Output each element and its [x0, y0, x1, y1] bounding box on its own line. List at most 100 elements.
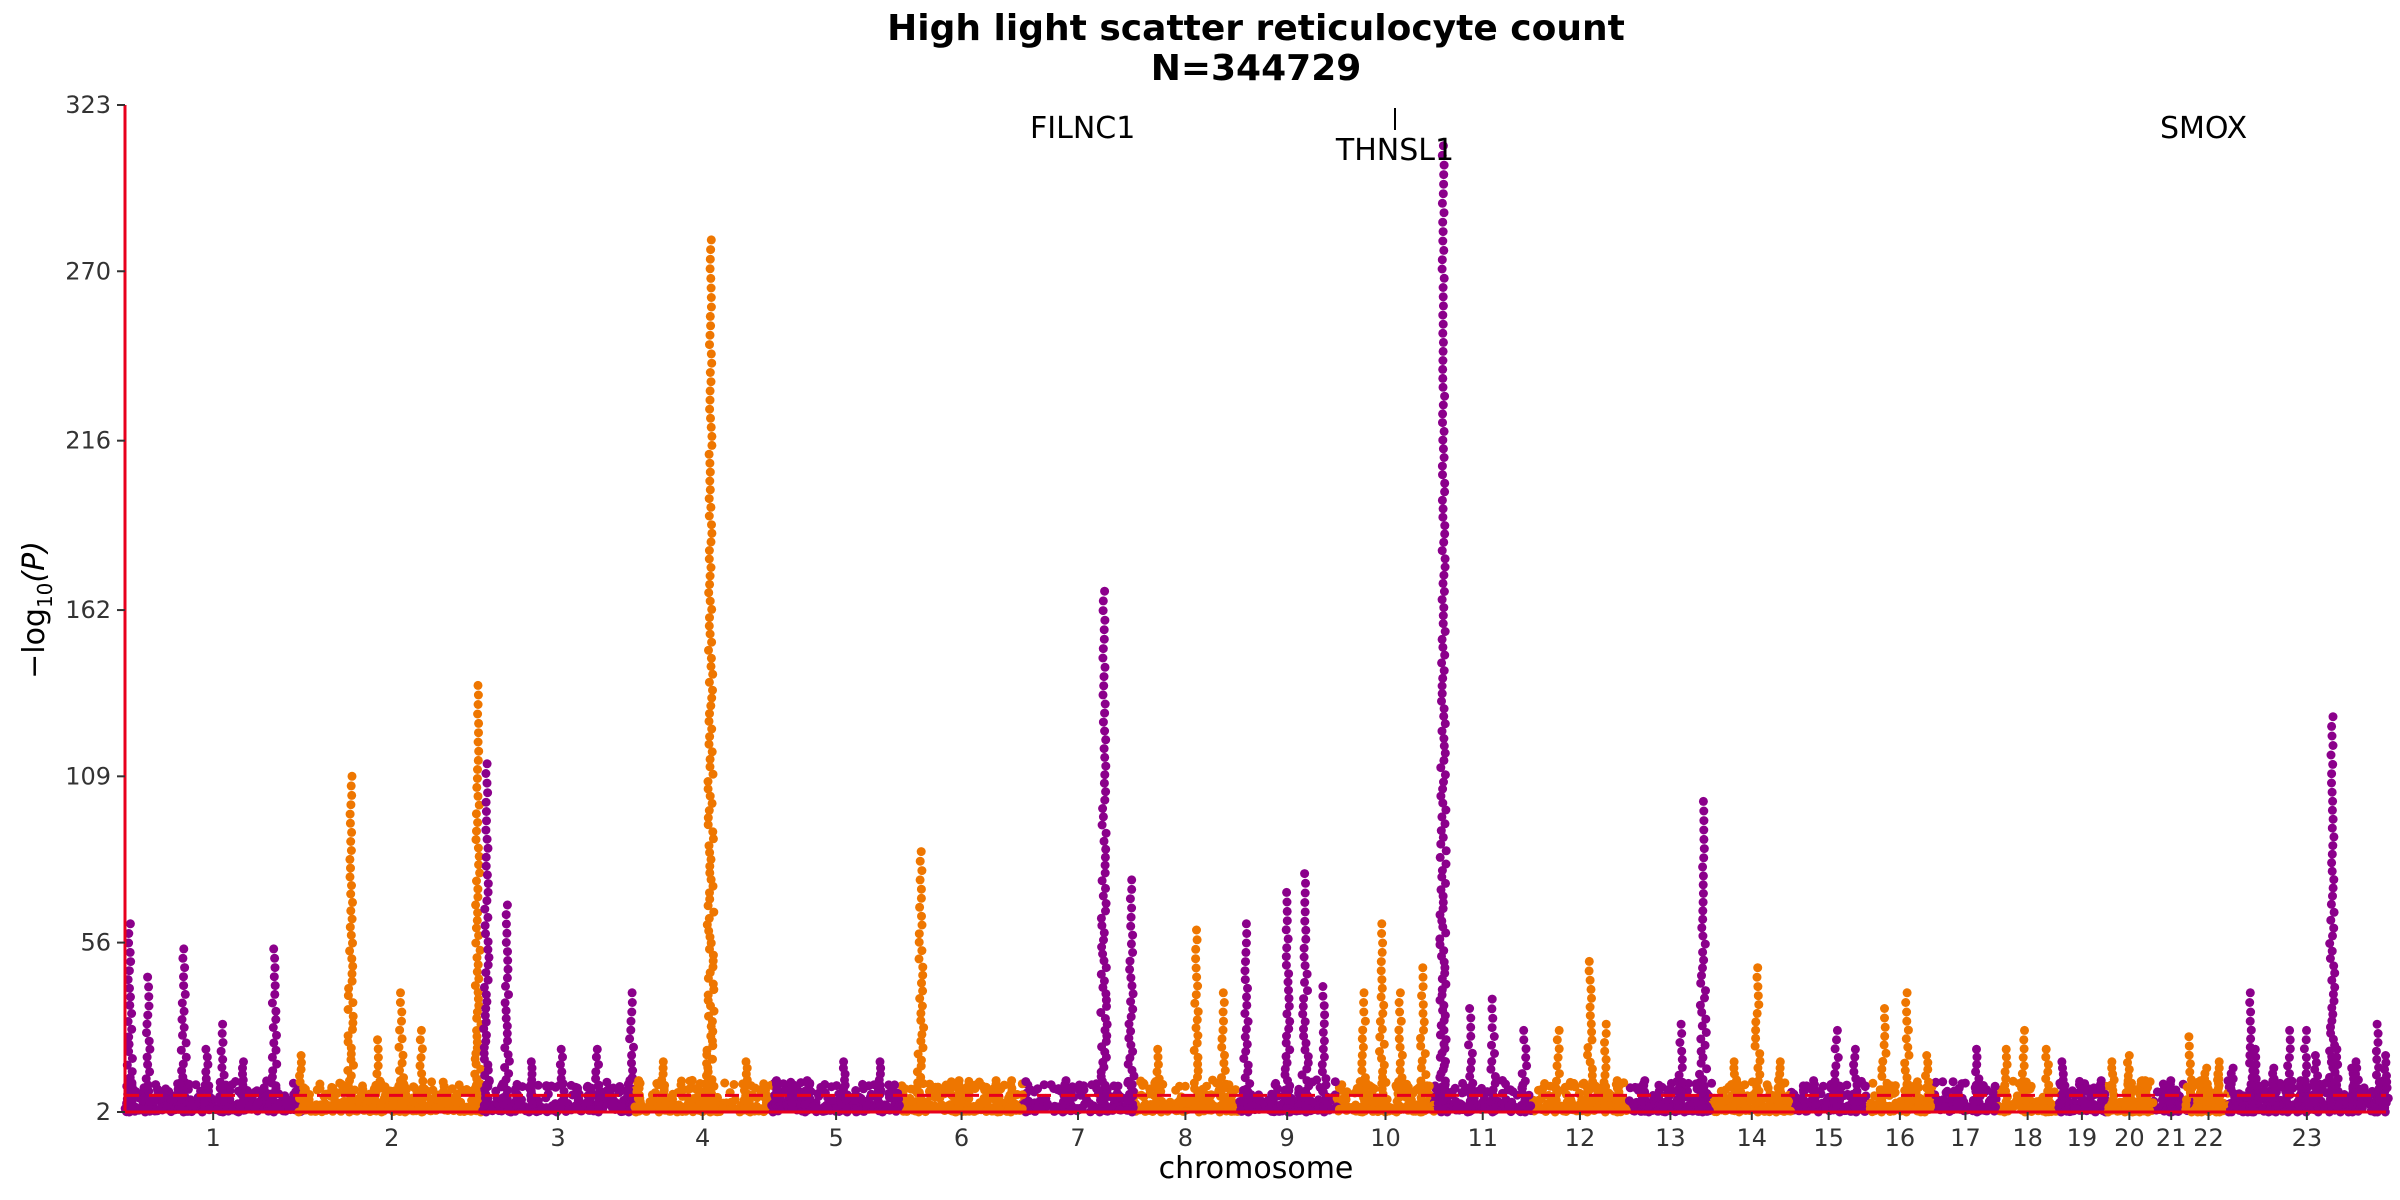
data-point [1360, 1016, 1370, 1026]
data-point [626, 1025, 636, 1035]
data-point [720, 1078, 730, 1088]
data-point [125, 983, 134, 993]
data-point [482, 997, 492, 1007]
data-point [409, 1083, 419, 1093]
data-point [1098, 644, 1108, 654]
data-point [217, 1029, 227, 1038]
data-point [1439, 537, 1449, 547]
data-point [703, 813, 713, 823]
data-point [1101, 906, 1110, 916]
data-point [1435, 852, 1445, 862]
data-point [348, 1018, 358, 1028]
data-point [480, 921, 490, 931]
data-point [628, 1066, 638, 1075]
data-point [397, 1016, 406, 1026]
data-point [482, 870, 492, 880]
data-point [482, 816, 491, 826]
data-point [1438, 337, 1448, 347]
data-point [708, 685, 717, 695]
data-point [1126, 973, 1136, 983]
data-point [473, 765, 482, 774]
data-point [1191, 944, 1201, 954]
data-point [373, 1061, 383, 1071]
data-point [573, 1096, 583, 1106]
data-point [1568, 1102, 1578, 1112]
data-point [705, 868, 715, 878]
data-point [704, 739, 714, 749]
data-point [1359, 998, 1369, 1007]
data-point [481, 1017, 491, 1027]
data-point [706, 293, 716, 302]
data-point [1695, 1069, 1704, 1079]
data-point [1624, 1096, 1634, 1106]
data-point [1127, 903, 1137, 913]
data-point [626, 1016, 636, 1026]
data-point [594, 1060, 603, 1070]
data-point [707, 358, 717, 368]
data-point [918, 962, 928, 972]
data-point [705, 476, 715, 486]
data-point [347, 969, 357, 979]
data-point [431, 1090, 441, 1100]
data-point [1960, 1078, 1970, 1088]
data-point [1096, 969, 1106, 979]
data-point [1154, 1074, 1164, 1084]
data-point [1468, 1078, 1478, 1088]
data-point [1440, 529, 1450, 539]
data-point [1640, 1076, 1650, 1086]
data-point [692, 1085, 702, 1095]
data-point [1792, 1100, 1801, 1110]
data-point [397, 1058, 407, 1068]
data-point [1219, 998, 1229, 1007]
data-point [1437, 546, 1447, 556]
data-point [500, 1063, 510, 1072]
data-point [1098, 690, 1108, 700]
data-point [483, 960, 493, 970]
data-point [1938, 1077, 1948, 1087]
data-point [875, 1057, 885, 1067]
data-point [1438, 236, 1448, 246]
data-point [1378, 938, 1388, 948]
data-point [913, 1049, 923, 1059]
data-point [1282, 1031, 1291, 1041]
data-point [1317, 1060, 1327, 1069]
data-point [227, 1080, 237, 1090]
data-point [558, 1052, 567, 1062]
data-point [1300, 907, 1310, 917]
data-point [1300, 961, 1310, 971]
data-point [1437, 689, 1447, 699]
data-point [1490, 1049, 1499, 1058]
data-point [705, 458, 715, 468]
data-point [533, 1080, 543, 1090]
data-point [705, 596, 715, 606]
data-point [503, 1050, 513, 1060]
data-point [1241, 1024, 1251, 1034]
data-point [339, 1102, 349, 1112]
data-point [145, 1067, 155, 1077]
data-point [346, 930, 356, 940]
data-point [269, 972, 279, 982]
data-point [348, 998, 358, 1008]
data-point [1440, 650, 1450, 660]
data-point [1439, 426, 1449, 436]
data-point [1438, 217, 1448, 227]
data-point [1303, 1058, 1313, 1068]
data-point [1439, 704, 1449, 714]
data-point [1101, 963, 1111, 973]
data-point [1128, 948, 1138, 957]
data-point [1487, 1023, 1497, 1033]
data-point [270, 953, 280, 963]
data-point [1193, 981, 1203, 991]
data-point [1601, 1029, 1611, 1038]
data-point [1818, 1081, 1828, 1091]
data-point [1319, 1036, 1329, 1046]
data-point [387, 1101, 397, 1111]
data-point [537, 1103, 547, 1112]
data-point [397, 1034, 407, 1044]
data-point [201, 1074, 211, 1084]
data-point [418, 1083, 428, 1093]
data-point [1438, 798, 1448, 808]
data-point [1522, 1061, 1532, 1071]
data-point [512, 1080, 522, 1090]
data-point [1218, 1007, 1228, 1017]
